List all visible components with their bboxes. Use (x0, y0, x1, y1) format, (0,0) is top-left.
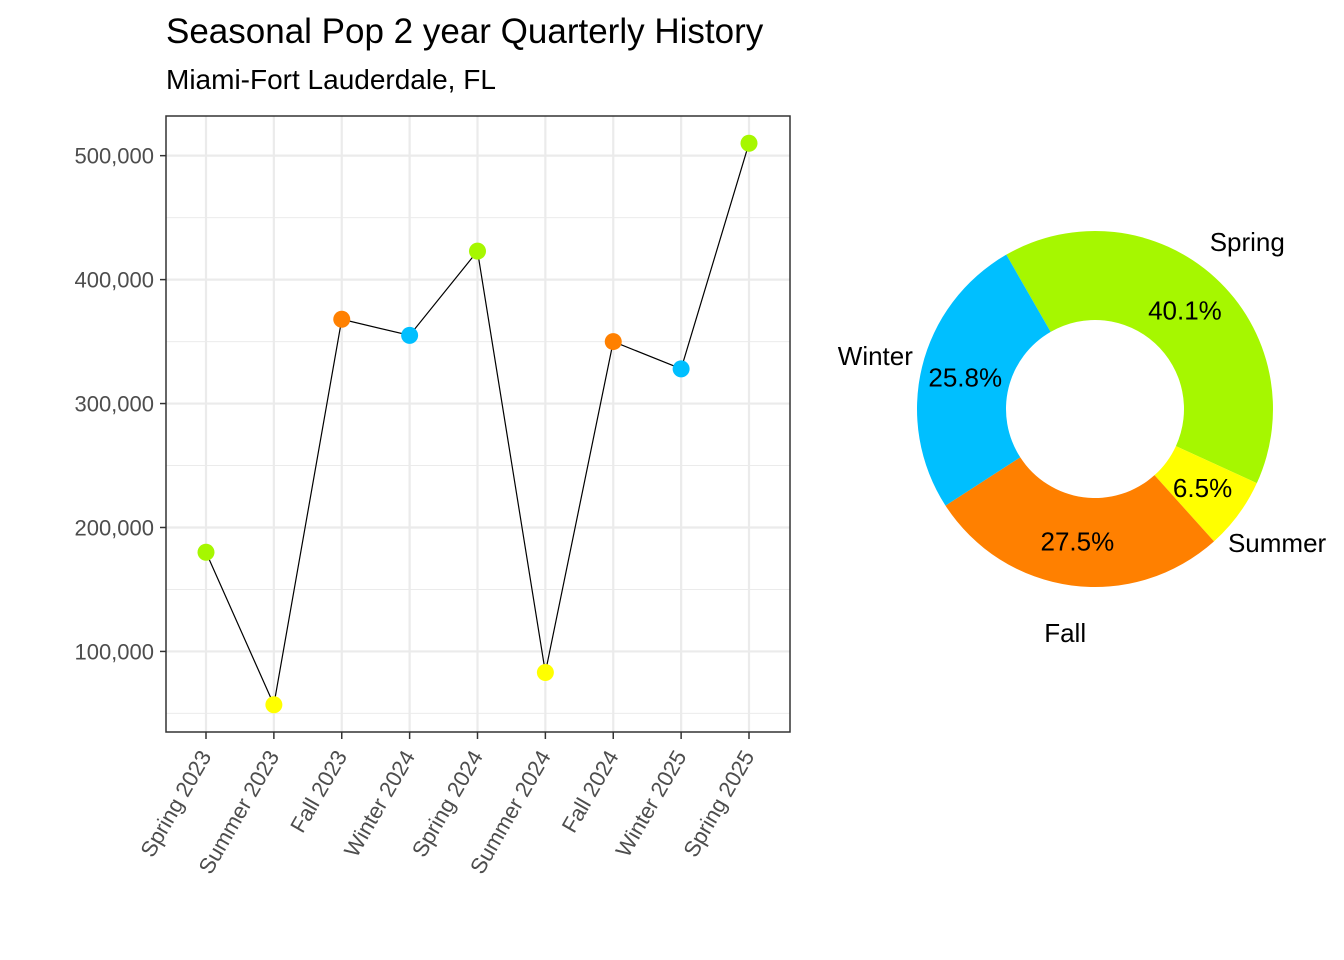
slice-category-label: Winter (838, 341, 913, 371)
data-point (604, 333, 622, 351)
data-point (401, 326, 419, 344)
slice-fall (945, 457, 1215, 588)
slice-spring (1006, 231, 1273, 484)
chart-title: Seasonal Pop 2 year Quarterly History (166, 12, 764, 51)
y-tick-label: 500,000 (74, 144, 154, 169)
y-tick-label: 300,000 (74, 392, 154, 417)
slice-percent-label: 40.1% (1148, 295, 1222, 325)
slice-summer (1154, 446, 1257, 542)
data-point (265, 696, 283, 714)
data-point (469, 242, 486, 260)
slice-category-label: Spring (1210, 227, 1285, 257)
chart-subtitle: Miami-Fort Lauderdale, FL (166, 64, 496, 95)
y-tick-label: 400,000 (74, 268, 154, 293)
data-point (536, 664, 554, 682)
slice-category-label: Summer (1228, 528, 1327, 558)
slice-percent-label: 6.5% (1173, 473, 1232, 503)
y-tick-label: 200,000 (74, 515, 154, 540)
data-point (740, 134, 758, 152)
data-point (672, 360, 690, 378)
slice-category-label: Fall (1044, 618, 1086, 648)
y-tick-label: 100,000 (74, 639, 154, 664)
slice-percent-label: 25.8% (928, 363, 1002, 393)
data-point (197, 543, 215, 561)
slice-percent-label: 27.5% (1041, 526, 1115, 556)
slice-winter (917, 254, 1051, 506)
data-point (333, 310, 351, 328)
